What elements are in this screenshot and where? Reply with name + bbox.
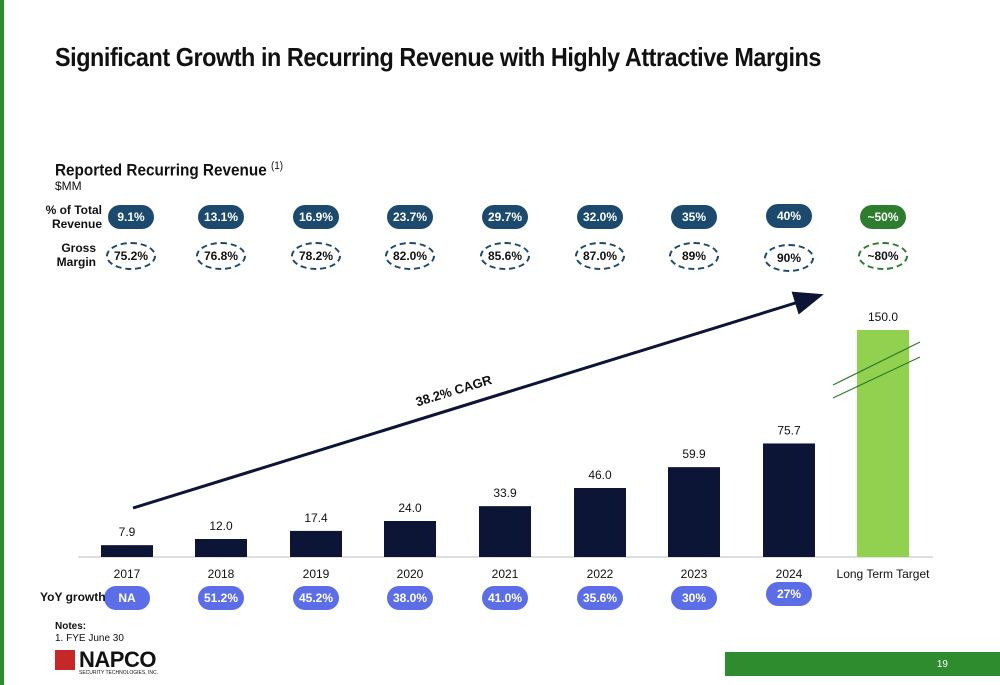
yoy-growth-pill: 35.6% (577, 586, 623, 610)
pct-total-label-line2: Revenue (51, 217, 102, 231)
category-tick-label: Long Term Target (837, 567, 931, 581)
category-tick-label: 2019 (303, 567, 330, 581)
napco-logo: NAPCO SECURITY TECHNOLOGIES, INC. (55, 647, 158, 676)
pct-of-total-pill: 35% (671, 205, 717, 229)
yoy-growth-pill: 27% (766, 582, 812, 606)
bar-value-label: 59.9 (682, 447, 706, 461)
bar-value-label: 150.0 (868, 310, 898, 324)
gross-margin-pill: ~80% (858, 242, 908, 270)
pct-total-label-line1: % of Total (45, 203, 102, 217)
napco-logo-mark-icon (55, 650, 75, 670)
left-accent-bar (0, 0, 4, 685)
bar-value-label: 33.9 (493, 486, 517, 500)
bar-value-label: 75.7 (777, 423, 801, 437)
category-tick-label: 2018 (208, 567, 235, 581)
footnote-ref: (1) (270, 160, 284, 172)
notes-heading: Notes: (55, 621, 87, 632)
category-tick-label: 2023 (681, 567, 708, 581)
bar-value-label: 17.4 (304, 511, 328, 525)
page-number: 19 (936, 658, 948, 670)
bar-2024 (763, 443, 815, 557)
gross-margin-pill: 85.6% (480, 242, 530, 270)
pct-of-total-pill: 23.7% (387, 205, 433, 229)
footer-bar: 19 (725, 652, 1000, 676)
yoy-growth-pill: 30% (671, 586, 717, 610)
napco-logo-tagline: SECURITY TECHNOLOGIES, INC. (79, 670, 158, 676)
yoy-growth-pill: 45.2% (293, 586, 339, 610)
bar-value-label: 12.0 (209, 519, 233, 533)
gross-margin-pill: 90% (764, 244, 814, 272)
bar-2023 (668, 467, 720, 557)
pct-of-total-pill: 9.1% (108, 205, 154, 229)
unit-label: $MM (55, 179, 82, 193)
bar-2022 (574, 488, 626, 557)
pct-total-label: % of Total Revenue (44, 203, 102, 231)
gross-margin-label: Gross Margin (44, 241, 96, 269)
bar-2019 (290, 530, 342, 557)
axis-break-mark (832, 356, 921, 399)
pct-of-total-pill: 13.1% (198, 205, 244, 229)
bar-long-term-target (857, 330, 909, 557)
pct-of-total-pill: 32.0% (577, 205, 623, 229)
cagr-label: 38.2% CAGR (414, 372, 494, 410)
bar-2021 (479, 506, 531, 557)
category-tick-label: 2024 (776, 567, 803, 581)
bar-value-label: 24.0 (398, 501, 422, 515)
gross-margin-label-line1: Gross (61, 241, 96, 255)
chart-subtitle: Reported Recurring Revenue (1) (55, 160, 283, 181)
pct-of-total-pill: 40% (766, 204, 812, 228)
category-tick-label: 2022 (587, 567, 614, 581)
gross-margin-pill: 89% (669, 242, 719, 270)
notes: Notes: 1. FYE June 30 (55, 621, 124, 645)
gross-margin-pill: 87.0% (575, 242, 625, 270)
gross-margin-label-line2: Margin (56, 255, 96, 269)
bar-value-label: 7.9 (119, 525, 136, 539)
pct-of-total-pill: 29.7% (482, 205, 528, 229)
category-tick-label: 2020 (397, 567, 424, 581)
gross-margin-pill: 82.0% (385, 242, 435, 270)
page-title: Significant Growth in Recurring Revenue … (55, 42, 821, 72)
pct-of-total-pill: ~50% (860, 205, 906, 229)
bar-2017 (101, 545, 153, 557)
chart-subtitle-text: Reported Recurring Revenue (55, 160, 267, 180)
axis-break-mark (832, 341, 921, 386)
cagr-arrow (132, 291, 824, 510)
bar-2020 (384, 521, 436, 557)
yoy-growth-pill: 51.2% (198, 586, 244, 610)
gross-margin-pill: 76.8% (196, 242, 246, 270)
bar-value-label: 46.0 (588, 468, 612, 482)
notes-item: 1. FYE June 30 (55, 633, 124, 644)
bar-2018 (195, 539, 247, 557)
category-tick-label: 2017 (114, 567, 141, 581)
napco-logo-text: NAPCO (79, 647, 156, 672)
category-tick-label: 2021 (492, 567, 519, 581)
yoy-growth-label: YoY growth (40, 590, 106, 604)
yoy-growth-pill: 41.0% (482, 586, 528, 610)
gross-margin-pill: 75.2% (106, 242, 156, 270)
yoy-growth-pill: NA (104, 586, 150, 610)
gross-margin-pill: 78.2% (291, 242, 341, 270)
yoy-growth-pill: 38.0% (387, 586, 433, 610)
pct-of-total-pill: 16.9% (293, 205, 339, 229)
